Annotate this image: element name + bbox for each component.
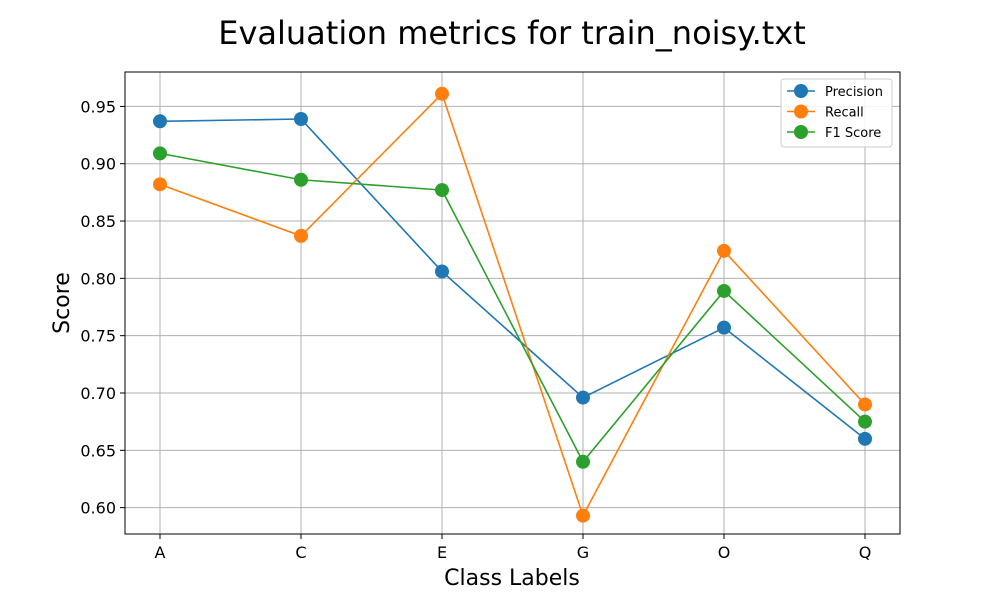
plot-frame: [124, 71, 901, 535]
series-recall: [153, 86, 872, 523]
data-point-recall: [153, 177, 167, 192]
chart-title: Evaluation metrics for train_noisy.txt: [218, 14, 806, 52]
data-point-f1-score: [435, 183, 449, 198]
legend-item-precision: Precision: [787, 84, 883, 100]
y-tick-label: 0.65: [80, 441, 116, 460]
series-lines: [153, 86, 872, 523]
legend-label: Recall: [825, 106, 864, 121]
x-tick-label: C: [295, 543, 306, 562]
x-tick-label: G: [577, 543, 589, 562]
y-tick-label: 0.70: [80, 384, 116, 403]
legend-label: Precision: [825, 85, 883, 100]
data-point-f1-score: [717, 283, 731, 298]
data-point-precision: [576, 390, 590, 405]
data-point-recall: [576, 508, 590, 523]
y-axis-label: Score: [50, 272, 75, 334]
series-precision: [153, 112, 872, 446]
data-point-f1-score: [294, 172, 308, 187]
x-tick-label: E: [437, 543, 447, 562]
y-tick-label: 0.60: [80, 499, 116, 518]
legend: Precision Recall F1 Score: [780, 78, 893, 148]
y-tick-label: 0.95: [80, 97, 116, 116]
x-axis-label: Class Labels: [444, 566, 580, 591]
data-point-precision: [153, 114, 167, 129]
data-point-recall: [435, 86, 449, 101]
data-point-f1-score: [858, 414, 872, 429]
y-tick-label: 0.90: [80, 155, 116, 174]
y-axis-ticks: 0.60 0.65 0.70 0.75 0.80 0.85 0.90 0.95: [80, 97, 125, 518]
x-tick-label: A: [155, 543, 166, 562]
legend-label: F1 Score: [825, 126, 881, 141]
y-tick-label: 0.75: [80, 327, 116, 346]
data-point-precision: [717, 320, 731, 335]
data-point-f1-score: [153, 146, 167, 161]
series-f1-score: [153, 146, 872, 469]
legend-swatch-marker: [794, 104, 808, 119]
data-point-f1-score: [576, 454, 590, 469]
data-point-recall: [717, 243, 731, 258]
series-line-precision: [159, 118, 866, 440]
legend-item-f1-score: F1 Score: [787, 125, 881, 141]
y-tick-label: 0.80: [80, 269, 116, 288]
data-point-recall: [858, 397, 872, 412]
data-point-recall: [294, 228, 308, 243]
grid: [125, 72, 900, 534]
legend-swatch-marker: [794, 84, 808, 98]
series-line-f1-score: [159, 152, 866, 464]
x-tick-label: O: [718, 543, 731, 562]
legend-swatch-marker: [794, 125, 808, 139]
legend-box: [780, 78, 893, 148]
y-tick-label: 0.85: [80, 212, 116, 231]
series-line-recall: [159, 92, 866, 518]
legend-item-recall: Recall: [787, 104, 864, 121]
data-point-precision: [858, 431, 872, 446]
data-point-precision: [294, 112, 308, 127]
x-tick-label: Q: [859, 543, 872, 562]
data-point-precision: [435, 264, 449, 279]
